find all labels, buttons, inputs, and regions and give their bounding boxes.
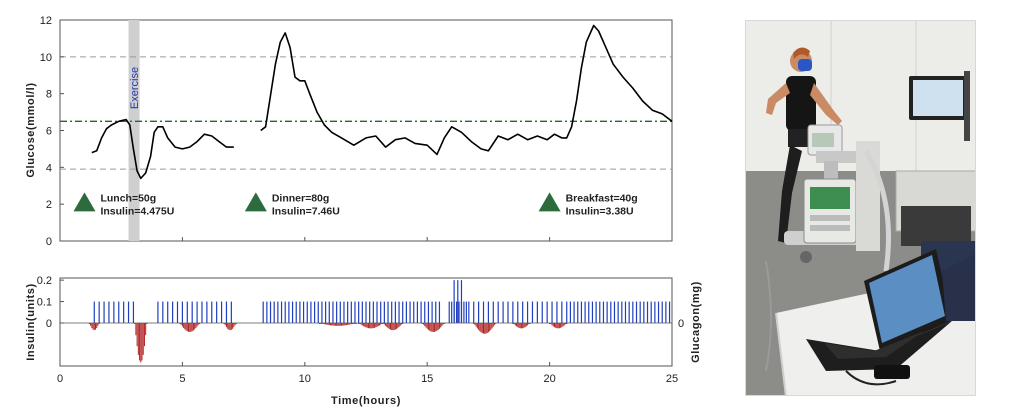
lab-photo (745, 20, 976, 396)
meal-annotations: Lunch=50gInsulin=4.475UDinner=80gInsulin… (73, 192, 638, 217)
reference-lines (60, 56, 672, 170)
glucose-y-tick-label: 10 (40, 52, 52, 64)
meal-annotation-text: Insulin=3.38U (566, 205, 634, 217)
insulin-y-label: Insulin(units) (25, 283, 37, 360)
insulin-bars (93, 280, 671, 323)
glucagon-y-label: Glucagon(mg) (690, 281, 702, 363)
x-ticks: 0 5 10 15 20 25 (57, 237, 678, 385)
meal-annotation-text: Insulin=7.46U (272, 205, 340, 217)
meal-marker (73, 192, 96, 212)
meal-annotation-text: Insulin=4.475U (100, 205, 174, 217)
glucose-y-label: Glucose(mmol/l) (25, 82, 37, 177)
insulin-y-tick-label: 0.1 (37, 297, 52, 309)
insulin-y-tick-label: 0.2 (37, 275, 52, 287)
x-tick-label: 0 (57, 373, 63, 385)
meal-marker (244, 192, 267, 212)
insulin-y-tick-label: 0 (46, 318, 52, 330)
x-tick-label: 20 (543, 373, 555, 385)
dose-panel: 0 0.1 0.2 0 0 5 10 15 20 25 Insulin(units) Gluc… (25, 237, 702, 407)
glucose-y-ticks: 0 2 4 6 8 10 12 (40, 15, 64, 248)
glucose-panel: Exercise 0 2 4 6 8 10 12 Lunch=50gInsulin=4.47… (25, 15, 673, 248)
glucose-y-tick-label: 12 (40, 15, 52, 27)
x-tick-label: 15 (421, 373, 433, 385)
glucagon-bars (88, 323, 568, 363)
x-tick-label: 5 (179, 373, 185, 385)
x-tick-label: 10 (299, 373, 311, 385)
x-tick-label: 25 (666, 373, 678, 385)
glucose-series (91, 24, 673, 180)
exercise-band (128, 20, 140, 241)
glucose-line-segment-0 (91, 118, 234, 180)
meal-annotation-text: Breakfast=40g (566, 192, 638, 204)
x-axis-label: Time(hours) (331, 395, 401, 407)
exercise-label: Exercise (129, 67, 141, 109)
glucose-y-tick-label: 0 (46, 236, 52, 248)
insulin-y-ticks: 0 0.1 0.2 (37, 275, 64, 330)
glucose-line-segment-1 (260, 24, 673, 156)
glucagon-y-tick-label: 0 (678, 318, 684, 330)
meal-marker (538, 192, 561, 212)
meal-annotation-text: Dinner=80g (272, 192, 329, 204)
glucose-y-tick-label: 6 (46, 126, 52, 138)
glucose-y-tick-label: 2 (46, 199, 52, 211)
glucose-y-tick-label: 4 (46, 162, 52, 174)
meal-annotation-text: Lunch=50g (100, 192, 156, 204)
glucose-y-tick-label: 8 (46, 89, 52, 101)
glucagon-y-ticks: 0 (678, 318, 684, 330)
